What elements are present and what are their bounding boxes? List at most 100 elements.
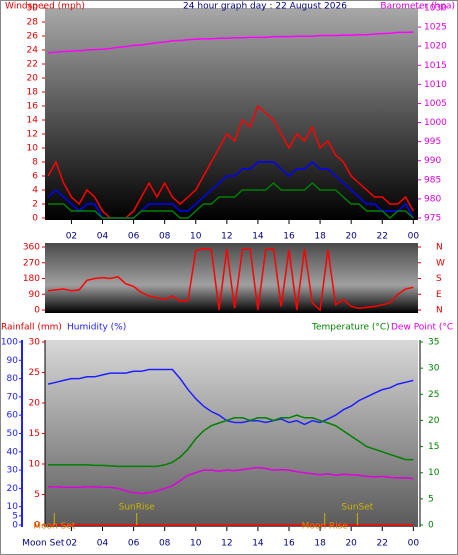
x-tick-label: 04 — [97, 539, 109, 549]
y2-tick-label: 1015 — [424, 61, 447, 71]
y2-tick-label: 10 — [428, 468, 440, 478]
y-tick-label: 22 — [27, 60, 38, 70]
y2-tick-label: 20 — [428, 416, 440, 426]
y3-tick-label: 30 — [29, 338, 41, 348]
y3-tick-label: 10 — [29, 460, 41, 470]
y-tick-label: 26 — [27, 32, 39, 42]
x-tick-label: 22 — [377, 539, 388, 549]
y2-tick-label: 30 — [428, 364, 440, 374]
y-label: Rainfall (mm) — [1, 323, 62, 333]
y2-tick-label: E — [436, 290, 442, 300]
y2-tick-label: 990 — [424, 156, 441, 166]
x-tick-label: 06 — [128, 539, 140, 549]
y-tick-label: 0 — [34, 306, 40, 316]
y2-label: Temperature (°C) — [311, 323, 390, 333]
y-tick-label: 30 — [27, 4, 39, 14]
y2-tick-label: 15 — [428, 442, 439, 452]
y-tick-label: 6 — [32, 172, 38, 182]
y2-tick-label: 1005 — [424, 99, 447, 109]
y-tick-label: 8 — [32, 158, 38, 168]
y-tick-label: 360 — [23, 243, 40, 253]
x-tick-label: 22 — [377, 232, 388, 242]
y2-tick-label: 1010 — [424, 80, 447, 90]
y2-tick-label: 35 — [428, 338, 439, 348]
y-tick-label: 100 — [1, 338, 18, 348]
y2-label: Barometer (hpa) — [380, 2, 455, 12]
y2-tick-label: N — [436, 306, 443, 316]
chart-title: 24 hour graph day : 22 August 2026 — [183, 2, 347, 12]
axis-note: Moon Set — [22, 539, 65, 549]
y2-tick-label: 1000 — [424, 118, 447, 128]
series-line — [48, 247, 414, 312]
y-tick-label: 10 — [7, 502, 19, 512]
x-tick-label: 06 — [128, 232, 140, 242]
y4-label: Dew Point (°C — [391, 323, 453, 333]
y3-tick-label: 15 — [29, 429, 40, 439]
y2-tick-label: S — [436, 274, 442, 284]
x-tick-label: 20 — [345, 539, 357, 549]
y-tick-label: 16 — [27, 102, 39, 112]
annotation: Moon Set — [33, 522, 76, 532]
y-tick-label: 80 — [7, 374, 19, 384]
y-label: Windspeed (mph) — [5, 2, 85, 12]
series-line — [48, 31, 414, 54]
panel-temperature — [45, 340, 418, 527]
y2-tick-label: 985 — [424, 175, 441, 185]
y-tick-label: 180 — [23, 274, 40, 284]
annotation: SunRise — [119, 503, 156, 513]
y3-label: Humidity (%) — [67, 323, 126, 333]
y3-tick-label: 20 — [29, 399, 41, 409]
x-tick-label: 00 — [408, 232, 420, 242]
y-tick-label: 10 — [27, 144, 39, 154]
x-tick-label: 18 — [314, 539, 326, 549]
y-tick-label: 20 — [7, 484, 19, 494]
y-tick-label: 12 — [27, 130, 38, 140]
y-tick-label: 90 — [29, 290, 41, 300]
y-tick-label: 5 — [12, 511, 18, 521]
y-tick-label: 0 — [32, 214, 38, 224]
y2-tick-label: 1025 — [424, 23, 447, 33]
y2-tick-label: 5 — [428, 494, 434, 504]
x-tick-label: 10 — [190, 539, 202, 549]
y-tick-label: 4 — [32, 186, 38, 196]
y2-tick-label: 975 — [424, 214, 441, 224]
y-tick-label: 60 — [7, 411, 19, 421]
y2-tick-label: 0 — [428, 521, 434, 531]
y-tick-label: 28 — [27, 18, 39, 28]
x-tick-label: 16 — [283, 232, 295, 242]
y-tick-label: 50 — [7, 429, 19, 439]
x-tick-label: 12 — [221, 539, 232, 549]
x-tick-label: 14 — [252, 232, 264, 242]
panel-wind — [45, 8, 418, 220]
x-tick-label: 18 — [314, 232, 326, 242]
y-tick-label: 40 — [7, 447, 19, 457]
y-tick-label: 18 — [27, 88, 39, 98]
y2-tick-label: 1020 — [424, 42, 447, 52]
x-tick-label: 16 — [283, 539, 295, 549]
x-tick-label: 08 — [159, 539, 171, 549]
x-tick-label: 14 — [252, 539, 264, 549]
y-tick-label: 90 — [7, 356, 19, 366]
annotation: Moon Rise — [302, 522, 349, 532]
series-line — [48, 466, 414, 495]
x-tick-label: 02 — [66, 539, 77, 549]
y3-tick-label: 5 — [34, 490, 40, 500]
y3-tick-label: 0 — [34, 521, 40, 531]
y2-tick-label: 25 — [428, 390, 439, 400]
x-tick-label: 10 — [190, 232, 202, 242]
y2-tick-label: W — [436, 258, 445, 268]
y-tick-label: 0 — [12, 521, 18, 531]
y-tick-label: 2 — [32, 200, 38, 210]
y2-tick-label: 995 — [424, 137, 441, 147]
y-tick-label: 14 — [27, 116, 39, 126]
series-line — [48, 181, 414, 220]
y-tick-label: 30 — [7, 466, 19, 476]
y-tick-label: 70 — [7, 392, 19, 402]
series-line — [47, 104, 414, 219]
x-tick-label: 00 — [408, 539, 420, 549]
x-tick-label: 04 — [97, 232, 109, 242]
y2-tick-label: 980 — [424, 194, 441, 204]
x-tick-label: 02 — [66, 232, 77, 242]
y-tick-label: 24 — [27, 46, 39, 56]
